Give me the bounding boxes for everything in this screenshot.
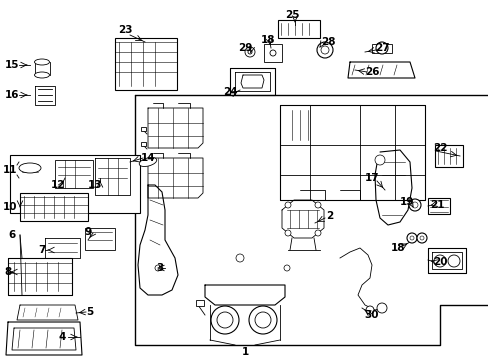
Circle shape bbox=[419, 236, 423, 240]
Bar bbox=[196, 300, 203, 306]
Circle shape bbox=[285, 202, 290, 208]
Circle shape bbox=[217, 312, 232, 328]
Circle shape bbox=[247, 50, 251, 54]
Circle shape bbox=[248, 306, 276, 334]
Bar bbox=[85, 228, 115, 250]
Circle shape bbox=[433, 255, 445, 267]
Circle shape bbox=[408, 199, 420, 211]
Circle shape bbox=[269, 50, 275, 56]
Circle shape bbox=[411, 202, 417, 208]
Circle shape bbox=[244, 47, 254, 57]
Text: 1: 1 bbox=[241, 347, 248, 357]
Bar bbox=[371, 44, 391, 53]
Text: 10: 10 bbox=[3, 202, 17, 212]
Text: 4: 4 bbox=[58, 332, 65, 342]
Circle shape bbox=[375, 42, 387, 54]
Text: 28: 28 bbox=[320, 37, 335, 47]
Circle shape bbox=[409, 236, 413, 240]
Bar bbox=[264, 44, 282, 62]
Circle shape bbox=[316, 42, 332, 58]
Text: 24: 24 bbox=[222, 87, 237, 97]
Text: 3: 3 bbox=[156, 263, 163, 273]
Ellipse shape bbox=[19, 163, 41, 173]
Bar bbox=[10, 155, 140, 213]
Text: 8: 8 bbox=[4, 267, 12, 277]
Text: 20: 20 bbox=[432, 257, 447, 267]
Circle shape bbox=[285, 230, 290, 236]
Text: 9: 9 bbox=[84, 227, 91, 237]
Circle shape bbox=[236, 254, 244, 262]
Text: 15: 15 bbox=[5, 60, 19, 70]
Circle shape bbox=[314, 202, 320, 208]
Bar bbox=[278, 20, 319, 38]
Circle shape bbox=[365, 306, 373, 314]
Ellipse shape bbox=[35, 59, 49, 65]
Bar bbox=[115, 38, 177, 90]
Circle shape bbox=[254, 312, 270, 328]
Text: 22: 22 bbox=[432, 143, 447, 153]
Bar bbox=[141, 142, 146, 146]
Circle shape bbox=[406, 233, 416, 243]
Circle shape bbox=[210, 306, 239, 334]
Circle shape bbox=[155, 265, 161, 271]
Circle shape bbox=[284, 265, 289, 271]
Circle shape bbox=[416, 233, 426, 243]
Text: 17: 17 bbox=[364, 173, 379, 183]
Text: 2: 2 bbox=[325, 211, 333, 221]
Text: 19: 19 bbox=[399, 197, 413, 207]
Text: 26: 26 bbox=[364, 67, 379, 77]
Text: 23: 23 bbox=[118, 25, 132, 35]
Bar bbox=[55, 160, 93, 188]
Text: 12: 12 bbox=[51, 180, 65, 190]
Circle shape bbox=[447, 255, 459, 267]
Text: 18: 18 bbox=[260, 35, 275, 45]
Circle shape bbox=[314, 230, 320, 236]
Circle shape bbox=[374, 155, 384, 165]
Text: 13: 13 bbox=[87, 180, 102, 190]
Bar bbox=[434, 145, 462, 167]
Text: 21: 21 bbox=[429, 200, 443, 210]
Ellipse shape bbox=[139, 157, 157, 167]
Text: 14: 14 bbox=[141, 153, 155, 163]
Circle shape bbox=[376, 303, 386, 313]
Text: 30: 30 bbox=[364, 310, 379, 320]
Text: 25: 25 bbox=[284, 10, 299, 20]
Text: 6: 6 bbox=[8, 230, 16, 240]
Ellipse shape bbox=[35, 72, 49, 78]
Text: 7: 7 bbox=[38, 245, 45, 255]
Text: 5: 5 bbox=[86, 307, 93, 317]
Bar bbox=[427, 198, 449, 214]
Text: 11: 11 bbox=[3, 165, 17, 175]
Bar bbox=[141, 127, 146, 131]
Circle shape bbox=[320, 46, 328, 54]
Text: 16: 16 bbox=[5, 90, 19, 100]
Text: 27: 27 bbox=[374, 43, 388, 53]
Bar bbox=[20, 193, 88, 221]
Text: 18: 18 bbox=[390, 243, 405, 253]
Text: 29: 29 bbox=[237, 43, 252, 53]
